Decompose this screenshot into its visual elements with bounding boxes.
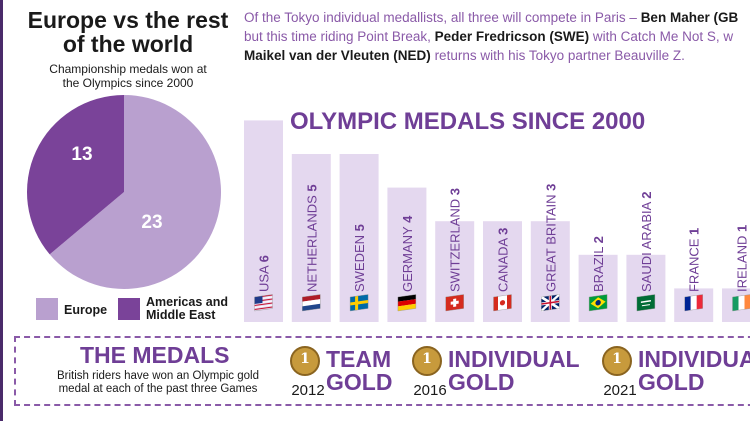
bar-label-germany: GERMANY 4 xyxy=(400,215,415,292)
pie-legend: Europe Americas and Middle East xyxy=(36,294,246,330)
bar-label-france: FRANCE 1 xyxy=(687,228,702,292)
intro-line1-name: Ben Maher (GB xyxy=(640,10,739,25)
ireland-flag-icon xyxy=(732,294,750,312)
canada-flag-icon xyxy=(493,294,512,312)
bar-netherlands xyxy=(291,154,331,322)
gold-medal-icon: 1 xyxy=(290,346,320,376)
us-flag-icon xyxy=(254,294,273,312)
bar-label-brazil: BRAZIL 2 xyxy=(591,236,606,292)
bar-label-ireland: IRELAND 1 xyxy=(735,225,750,292)
medal-number: 1 xyxy=(300,351,310,367)
switzerland-flag-icon xyxy=(445,294,464,312)
saudi-arabia-flag-icon xyxy=(636,294,656,312)
pie-chart: 23 13 xyxy=(26,95,222,289)
bar-label-usa: USA 6 xyxy=(257,255,272,292)
gold-medal-icon: 1 xyxy=(412,346,442,376)
intro-line2-post: with Catch Me Not S, w xyxy=(589,29,734,44)
medal-year: 2012 xyxy=(291,382,325,399)
pie-subtitle-line1: Championship medals won at xyxy=(49,62,207,76)
bar-label-saudi-arabia: SAUDI ARABIA 2 xyxy=(639,192,654,292)
medals-subtitle-line2: medal at each of the past three Games xyxy=(58,383,258,395)
legend-label-americas: Americas and Middle East xyxy=(146,296,228,322)
intro-line2-name: Peder Fredricson (SWE) xyxy=(434,29,590,44)
bar-label-switzerland: SWITZERLAND 3 xyxy=(448,188,463,292)
medal-name-line1: INDIVIDUAL xyxy=(638,346,750,372)
medal-name-line1: INDIVIDUAL xyxy=(448,346,580,372)
medal-name: INDIVIDUAL GOLD xyxy=(448,348,580,394)
germany-flag-icon xyxy=(397,294,417,312)
intro-line1-text: Of the Tokyo individual medallists, all … xyxy=(244,10,641,25)
medal-name: INDIVIDUAL GOLD xyxy=(638,348,750,394)
medals-panel: THE MEDALS British riders have won an Ol… xyxy=(14,336,750,406)
france-flag-icon xyxy=(684,294,703,312)
medal-number: 1 xyxy=(422,351,432,367)
pie-subtitle: Championship medals won at the Olympics … xyxy=(18,62,238,90)
medals-subtitle-line1: British riders have won an Olympic gold xyxy=(57,370,259,382)
pie-label-americas: 13 xyxy=(71,144,92,165)
bar-saudi-arabia xyxy=(626,254,666,322)
bar-label-great-britain: GREAT BRITAIN 3 xyxy=(543,184,558,292)
intro-text: Of the Tokyo individual medallists, all … xyxy=(244,8,750,65)
legend-swatch-americas xyxy=(118,298,140,320)
bar-sweden xyxy=(339,154,379,322)
medal-year: 2021 xyxy=(603,382,637,399)
legend-swatch-europe xyxy=(36,298,58,320)
legend-label-europe-text: Europe xyxy=(64,303,108,317)
pie-title-line2: of the world xyxy=(62,31,194,57)
medal-name-line1: TEAM xyxy=(326,346,392,372)
netherlands-flag-icon xyxy=(302,294,321,312)
medal-name-line2: GOLD xyxy=(638,369,705,395)
bar-brazil xyxy=(578,254,618,322)
medals-subtitle: British riders have won an Olympic gold … xyxy=(38,370,278,396)
gold-medal-icon: 1 xyxy=(602,346,632,376)
bar-label-canada: CANADA 3 xyxy=(496,228,511,292)
great-britain-flag-icon xyxy=(540,293,561,312)
brazil-flag-icon xyxy=(588,294,608,312)
intro-line2-text: but this time riding Point Break, xyxy=(244,29,435,44)
pie-label-europe: 23 xyxy=(141,212,162,233)
medal-name-line2: GOLD xyxy=(326,369,393,395)
sweden-flag-icon xyxy=(349,294,369,312)
legend-label-europe: Europe xyxy=(64,304,107,317)
bar-usa xyxy=(244,120,283,323)
bar-label-netherlands: NETHERLANDS 5 xyxy=(304,184,319,292)
medal-number: 1 xyxy=(612,351,622,367)
bar-chart: USA 6 NETHERLANDS 5 SWEDEN 5 GERMANY 4 SWITZ… xyxy=(244,120,750,323)
bar-label-sweden: SWEDEN 5 xyxy=(352,224,367,292)
medal-name: TEAM GOLD xyxy=(326,348,392,394)
bar-chart-title: OLYMPIC MEDALS SINCE 2000 xyxy=(290,108,646,135)
medal-year: 2016 xyxy=(413,382,447,399)
medals-title: THE MEDALS xyxy=(80,342,230,368)
pie-subtitle-line2: the Olympics since 2000 xyxy=(62,76,194,90)
pie-title: Europe vs the rest of the world xyxy=(18,8,238,56)
pie-title-line1: Europe vs the rest xyxy=(27,7,229,33)
intro-line3-name: Maikel van der Vleuten (NED) xyxy=(244,48,431,63)
pie-slice-europe xyxy=(49,95,222,289)
legend-label-americas-line2: Middle East xyxy=(146,308,216,322)
intro-line3-post: returns with his Tokyo partner Beauville… xyxy=(430,48,685,63)
legend-label-americas-line1: Americas and xyxy=(146,295,228,309)
medal-name-line2: GOLD xyxy=(448,369,515,395)
pie-slice-americas xyxy=(26,95,124,255)
